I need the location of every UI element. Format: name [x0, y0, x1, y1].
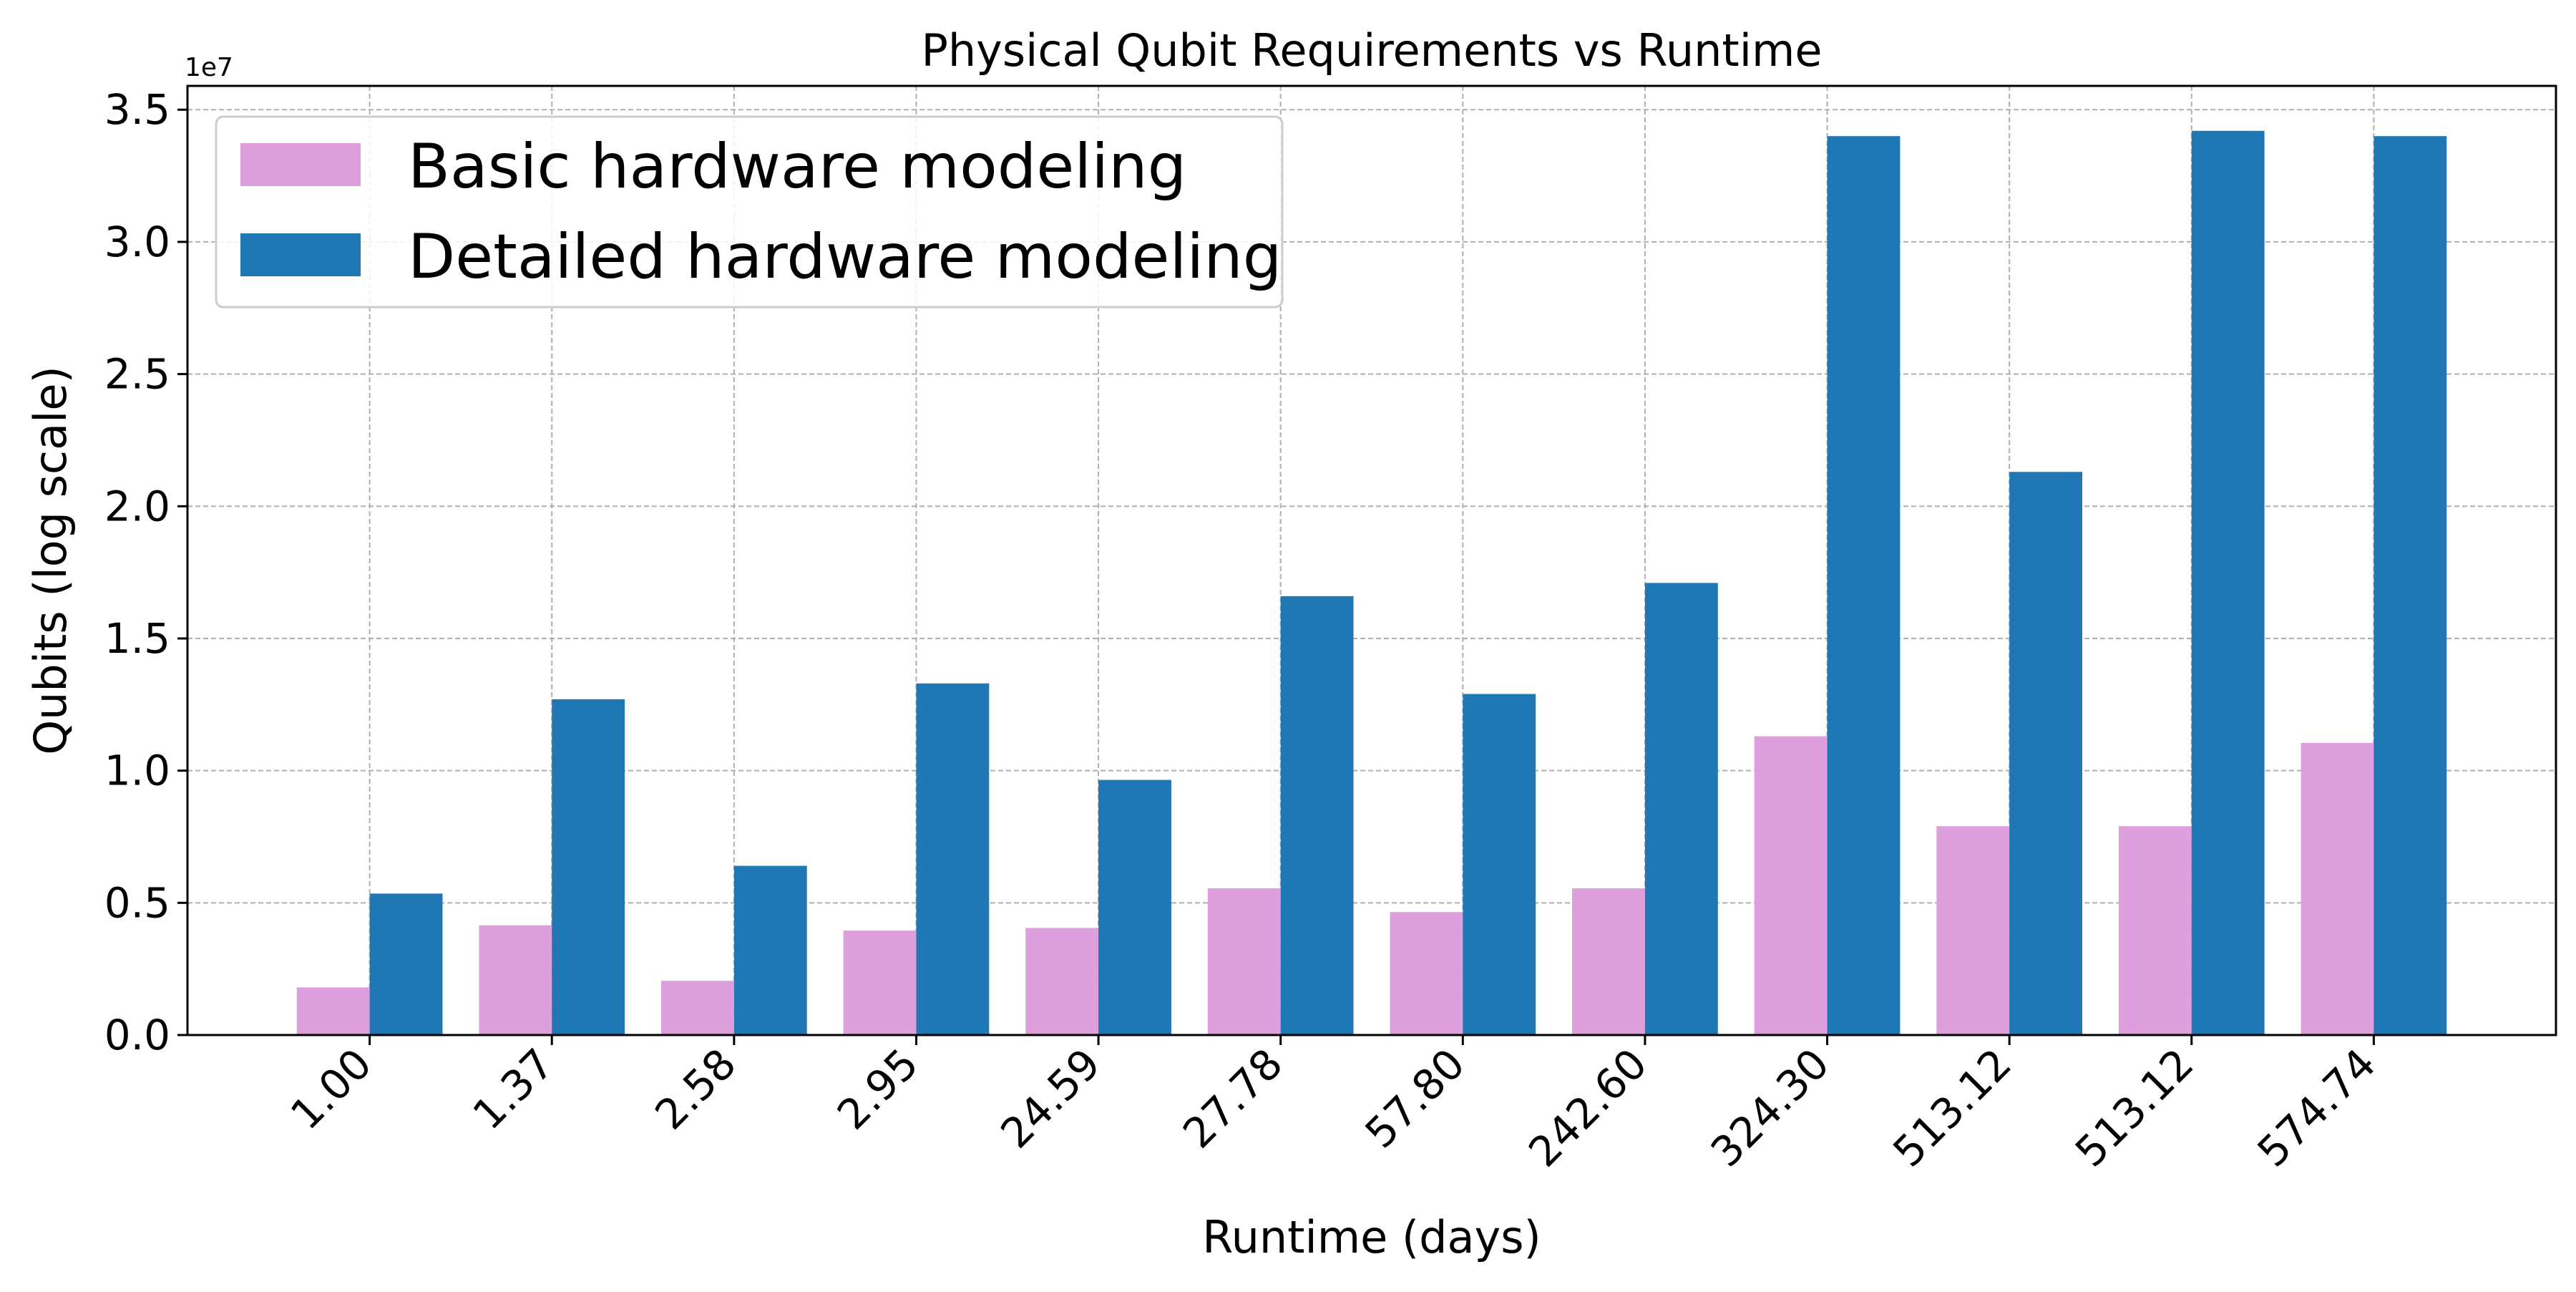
x-tick-label: 24.59	[991, 1039, 1109, 1157]
y-tick-label: 3.0	[104, 218, 170, 266]
bar-basic	[661, 981, 734, 1035]
x-tick-label: 2.95	[828, 1039, 927, 1139]
legend: Basic hardware modeling Detailed hardwar…	[215, 115, 1284, 309]
bar-basic	[296, 987, 370, 1035]
y-tick-label: 2.5	[104, 350, 170, 399]
x-tick-label: 1.37	[464, 1039, 563, 1139]
x-tick-label: 242.60	[1519, 1039, 1657, 1177]
legend-label-detailed: Detailed hardware modeling	[408, 221, 1282, 293]
y-axis: 0.0 0.5 1.0 1.5 2.0 2.5 3.0 3.5	[104, 85, 187, 1059]
bar-basic	[1025, 928, 1099, 1035]
bar-basic	[1754, 736, 1828, 1035]
bar-basic	[843, 931, 917, 1035]
bar-detailed	[2373, 136, 2447, 1036]
y-tick-label: 2.0	[104, 482, 170, 530]
x-tick-label: 1.00	[281, 1039, 381, 1139]
legend-swatch-detailed	[240, 233, 361, 276]
bar-detailed	[1098, 779, 1171, 1035]
y-tick-label: 1.5	[104, 614, 170, 663]
bar-detailed	[2009, 472, 2082, 1035]
bar-basic	[1207, 888, 1281, 1035]
x-tick-label: 2.58	[645, 1039, 745, 1139]
bars	[296, 130, 2447, 1036]
legend-label-basic: Basic hardware modeling	[408, 131, 1186, 203]
y-tick-label: 0.5	[104, 878, 170, 927]
y-axis-label: Qubits (log scale)	[24, 366, 77, 754]
x-tick-label: 324.30	[1702, 1039, 1839, 1177]
bar-detailed	[916, 683, 990, 1035]
bar-detailed	[1827, 136, 1901, 1036]
legend-frame	[215, 115, 1284, 309]
bar-detailed	[1280, 596, 1354, 1035]
bar-detailed	[369, 893, 443, 1035]
x-axis-label: Runtime (days)	[1202, 1211, 1541, 1263]
bar-detailed	[552, 699, 625, 1035]
chart-title: Physical Qubit Requirements vs Runtime	[921, 24, 1822, 77]
legend-swatch-basic	[240, 143, 361, 186]
x-tick-label: 513.12	[1883, 1039, 2021, 1177]
bar-basic	[2118, 826, 2192, 1035]
bar-basic	[1572, 888, 1645, 1035]
bar-basic	[2301, 742, 2374, 1035]
bar-basic	[1390, 912, 1463, 1035]
x-tick-label: 574.74	[2248, 1039, 2386, 1177]
y-tick-label: 0.0	[104, 1011, 170, 1059]
bar-basic	[1936, 826, 2010, 1035]
x-tick-label: 513.12	[2066, 1039, 2203, 1177]
x-axis: 1.00 1.37 2.58 2.95 24.59 27.78 57.80 242.60 324…	[281, 1035, 2385, 1176]
bar-detailed	[1463, 694, 1536, 1035]
bar-detailed	[2191, 130, 2265, 1035]
x-tick-label: 27.78	[1174, 1039, 1292, 1157]
y-tick-label: 3.5	[104, 85, 170, 134]
bar-detailed	[1644, 583, 1718, 1035]
x-tick-label: 57.80	[1356, 1039, 1474, 1157]
plot-frame	[186, 84, 2557, 1036]
y-offset-label: 1e7	[185, 53, 233, 82]
bar-detailed	[733, 865, 807, 1035]
y-tick-label: 1.0	[104, 747, 170, 795]
bar-basic	[479, 925, 552, 1035]
